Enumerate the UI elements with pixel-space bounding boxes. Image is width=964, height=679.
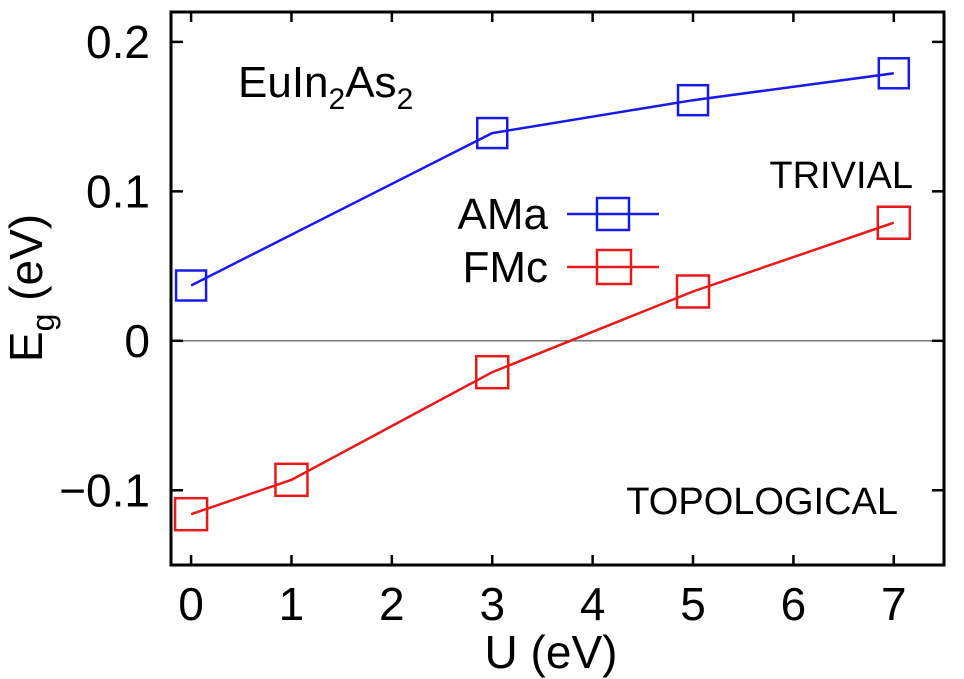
x-tick-label: 0 xyxy=(178,578,204,630)
material-label: EuIn2As2 xyxy=(238,58,413,116)
legend-marker-fmc xyxy=(595,248,633,286)
data-point xyxy=(675,274,711,309)
y-tick-label: 0.1 xyxy=(86,165,150,217)
annotation-trivial: TRIVIAL xyxy=(769,155,913,197)
data-point xyxy=(274,462,309,498)
y-tick-label: 0 xyxy=(124,315,150,367)
data-point xyxy=(877,57,911,90)
series-layer xyxy=(173,57,912,532)
data-point xyxy=(475,116,509,150)
plot-frame xyxy=(169,10,946,567)
tick-labels: 0 1 2 3 4 5 6 7 −0.1 0 0.1 0.2 xyxy=(59,16,906,630)
y-tick-label: 0.2 xyxy=(86,16,150,68)
data-point xyxy=(876,205,912,240)
x-tick-label: 1 xyxy=(279,578,305,630)
data-point xyxy=(174,269,208,302)
series-fmc xyxy=(173,205,912,532)
x-tick-label: 3 xyxy=(479,578,505,630)
x-tick-label: 7 xyxy=(881,578,907,630)
y-axis-title: Eg (eV) xyxy=(0,214,61,362)
data-point xyxy=(676,83,710,117)
y-tick-label: −0.1 xyxy=(59,464,150,516)
x-tick-label: 5 xyxy=(680,578,706,630)
x-axis-title: U (eV) xyxy=(485,626,618,678)
data-point xyxy=(173,496,209,532)
series-line xyxy=(190,72,894,287)
x-tick-label: 6 xyxy=(781,578,807,630)
annotation-topological: TOPOLOGICAL xyxy=(626,481,898,523)
legend: AMa FMc xyxy=(458,190,659,292)
legend-marker-ama xyxy=(595,196,631,232)
x-tick-label: 4 xyxy=(580,578,606,630)
data-point xyxy=(474,354,510,390)
series-line xyxy=(190,221,895,516)
axis-ticks xyxy=(171,12,944,565)
legend-label-fmc: FMc xyxy=(462,243,548,292)
series-ama xyxy=(174,57,911,302)
legend-label-amadata: AMa xyxy=(458,190,549,239)
x-tick-label: 2 xyxy=(379,578,405,630)
